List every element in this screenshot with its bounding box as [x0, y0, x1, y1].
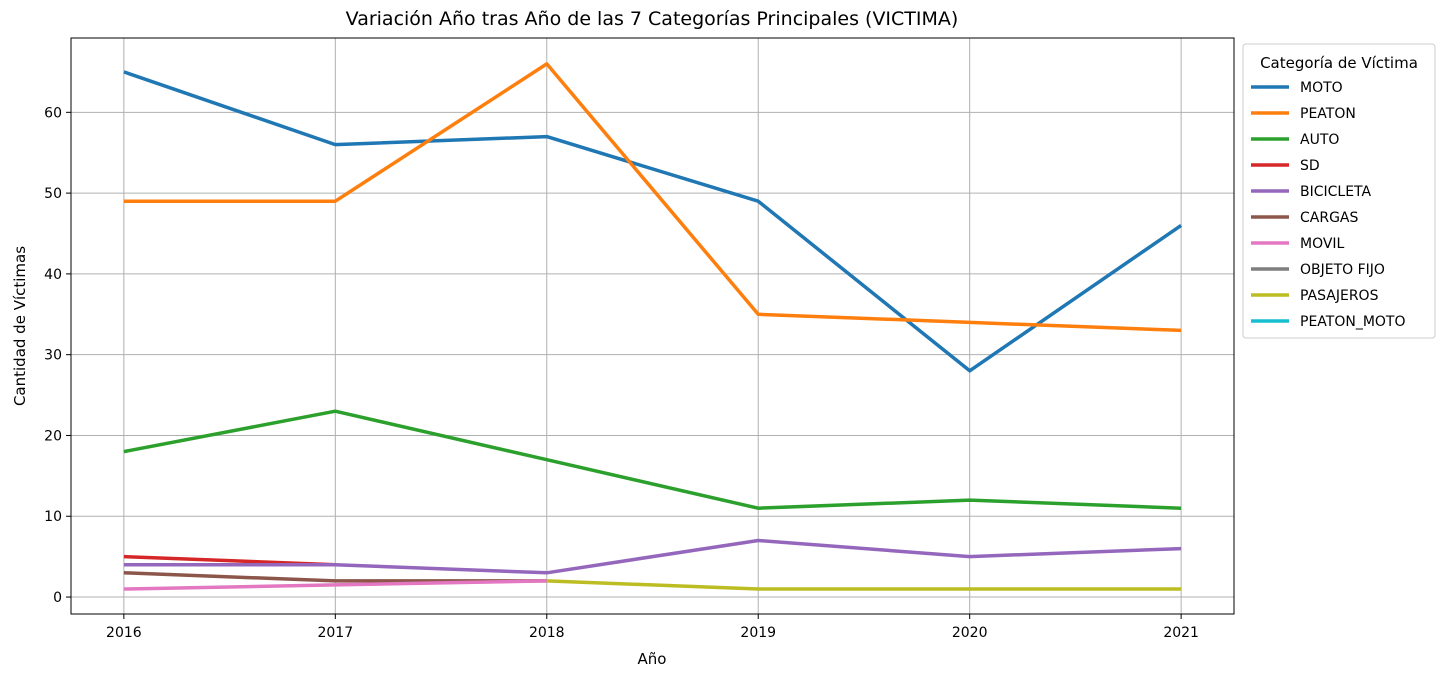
- legend-label-objeto-fijo: OBJETO FIJO: [1300, 262, 1385, 278]
- legend-label-sd: SD: [1300, 158, 1320, 174]
- y-tick-label: 10: [44, 509, 62, 525]
- y-tick-label: 20: [44, 428, 62, 444]
- legend-items: MOTO PEATON AUTO SD BICICLETA CARGAS MOVIL OBJE…: [1251, 80, 1406, 330]
- y-tick-label: 40: [44, 267, 62, 283]
- legend-label-pasajeros: PASAJEROS: [1300, 288, 1379, 304]
- legend-item-auto: AUTO: [1251, 132, 1339, 148]
- y-tick-label: 0: [53, 590, 62, 606]
- series-lines: [123, 62, 1183, 591]
- x-axis-ticks: 2016 2017 2018 2019 2020 2021: [106, 614, 1199, 641]
- y-tick-label: 60: [44, 105, 62, 121]
- x-tick-label: 2019: [740, 625, 776, 641]
- series-line-peaton: [123, 62, 1182, 333]
- legend-label-cargas: CARGAS: [1300, 210, 1359, 226]
- legend-frame: [1242, 43, 1436, 339]
- legend-item-bicicleta: BICICLETA: [1251, 184, 1372, 200]
- legend-label-movil: MOVIL: [1300, 236, 1345, 252]
- plot-frame: [70, 37, 1235, 615]
- legend-label-peaton-moto: PEATON_MOTO: [1300, 314, 1406, 330]
- y-axis-label: Cantidad de Víctimas: [11, 246, 29, 406]
- legend-item-cargas: CARGAS: [1251, 210, 1359, 226]
- x-tick-label: 2021: [1163, 625, 1199, 641]
- y-tick-label: 30: [44, 348, 62, 364]
- x-tick-label: 2018: [529, 625, 565, 641]
- grid-lines: [71, 38, 1234, 614]
- legend-item-peaton-moto: PEATON_MOTO: [1251, 314, 1406, 330]
- series-line-moto: [123, 70, 1183, 373]
- y-tick-label: 50: [44, 186, 62, 202]
- chart-title: Variación Año tras Año de las 7 Categorí…: [346, 8, 959, 30]
- legend-label-auto: AUTO: [1300, 132, 1339, 148]
- legend-item-movil: MOVIL: [1251, 236, 1345, 252]
- legend-label-moto: MOTO: [1300, 80, 1343, 96]
- legend-title: Categoría de Víctima: [1260, 54, 1418, 72]
- legend: Categoría de Víctima MOTO PEATON AUTO SD BIC…: [1242, 43, 1436, 339]
- legend-item-objeto-fijo: OBJETO FIJO: [1251, 262, 1385, 278]
- legend-label-peaton: PEATON: [1300, 106, 1356, 122]
- x-tick-label: 2016: [106, 625, 142, 641]
- series-line-pasajeros: [546, 579, 1182, 591]
- x-tick-label: 2020: [952, 625, 988, 641]
- series-line-bicicleta: [123, 538, 1182, 575]
- y-axis-ticks: 0 10 20 30 40 50 60: [44, 105, 71, 606]
- legend-item-pasajeros: PASAJEROS: [1251, 288, 1379, 304]
- legend-item-moto: MOTO: [1251, 80, 1343, 96]
- legend-item-sd: SD: [1251, 158, 1320, 174]
- x-tick-label: 2017: [317, 625, 353, 641]
- series-line-auto: [123, 409, 1182, 510]
- legend-item-peaton: PEATON: [1251, 106, 1356, 122]
- series-line-movil: [123, 579, 547, 591]
- legend-label-bicicleta: BICICLETA: [1300, 184, 1372, 200]
- x-axis-label: Año: [638, 650, 667, 668]
